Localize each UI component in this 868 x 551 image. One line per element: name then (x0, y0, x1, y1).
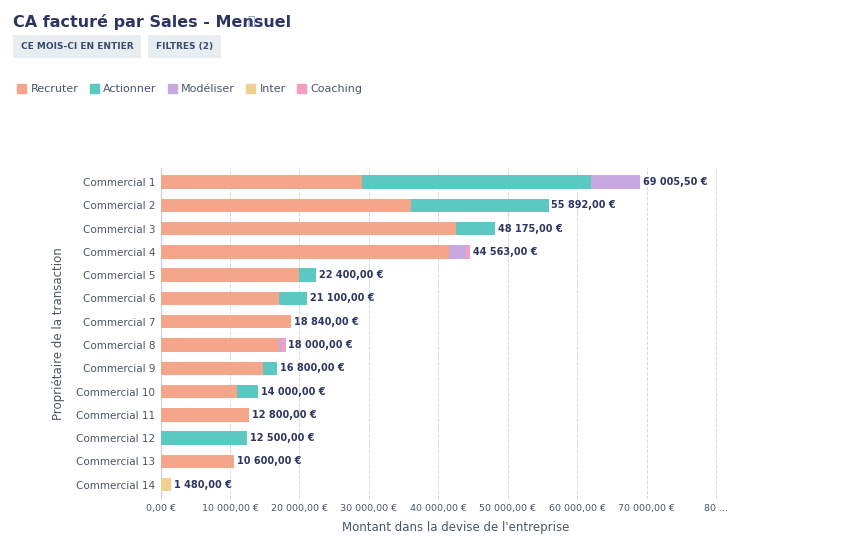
Legend: Recruter, Actionner, Modéliser, Inter, Coaching: Recruter, Actionner, Modéliser, Inter, C… (13, 80, 366, 99)
Bar (161, 175, 362, 189)
Text: 18 840,00 €: 18 840,00 € (294, 317, 359, 327)
Y-axis label: Propriétaire de la transaction: Propriétaire de la transaction (52, 247, 65, 420)
Text: 18 000,00 €: 18 000,00 € (288, 340, 353, 350)
Text: 14 000,00 €: 14 000,00 € (260, 387, 326, 397)
Text: 44 563,00 €: 44 563,00 € (473, 247, 537, 257)
Bar (161, 431, 247, 445)
Text: 12 500,00 €: 12 500,00 € (250, 433, 315, 443)
Bar (161, 408, 249, 422)
X-axis label: Montant dans la devise de l'entreprise: Montant dans la devise de l'entreprise (342, 521, 569, 534)
Bar (161, 478, 171, 491)
Bar (161, 198, 411, 212)
Bar (161, 222, 456, 235)
Text: 69 005,50 €: 69 005,50 € (642, 177, 707, 187)
Bar (362, 175, 591, 189)
Text: 21 100,00 €: 21 100,00 € (310, 294, 374, 304)
Bar (161, 338, 279, 352)
Bar (591, 175, 640, 189)
Text: 10 600,00 €: 10 600,00 € (237, 456, 301, 466)
Bar (263, 361, 277, 375)
Bar (466, 245, 470, 258)
Bar (449, 245, 466, 258)
Text: 48 175,00 €: 48 175,00 € (498, 224, 562, 234)
Bar (411, 198, 549, 212)
Text: 12 800,00 €: 12 800,00 € (253, 410, 317, 420)
Text: 1 480,00 €: 1 480,00 € (174, 480, 232, 490)
Bar (282, 338, 286, 352)
Text: CE MOIS-CI EN ENTIER: CE MOIS-CI EN ENTIER (21, 42, 134, 51)
Text: 22 400,00 €: 22 400,00 € (319, 270, 384, 280)
Bar (161, 291, 279, 305)
Text: FILTRES (2): FILTRES (2) (156, 42, 213, 51)
Bar (161, 268, 299, 282)
Text: 16 800,00 €: 16 800,00 € (280, 363, 345, 373)
Bar (161, 315, 292, 328)
Bar (161, 245, 449, 258)
Bar (299, 268, 316, 282)
Bar (279, 291, 307, 305)
Bar (161, 385, 237, 398)
Text: CA facturé par Sales - Mensuel: CA facturé par Sales - Mensuel (13, 14, 291, 30)
Bar (161, 361, 263, 375)
Bar (161, 455, 234, 468)
Bar (456, 222, 495, 235)
Text: ⓘ: ⓘ (247, 15, 255, 29)
Bar (279, 338, 282, 352)
Bar (237, 385, 258, 398)
Text: 55 892,00 €: 55 892,00 € (551, 201, 616, 210)
